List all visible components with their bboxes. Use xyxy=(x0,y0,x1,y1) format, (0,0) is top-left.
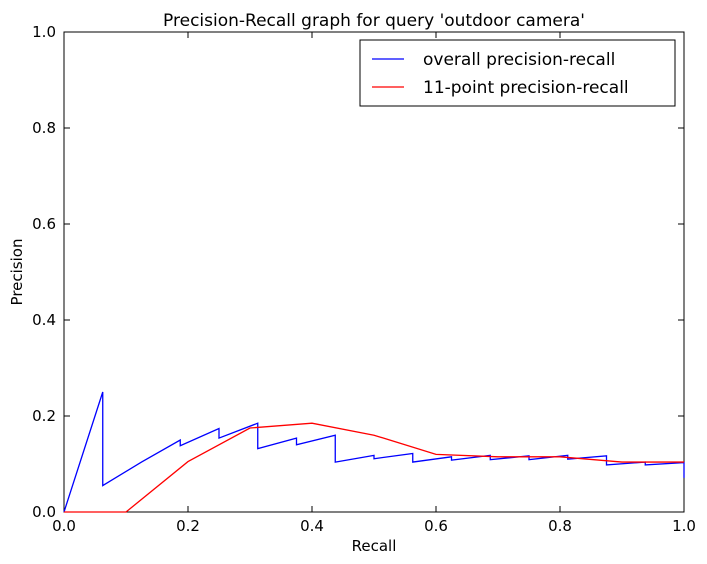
x-tick-labels: 0.0 0.2 0.4 0.6 0.8 1.0 xyxy=(52,517,696,535)
y-tick-label: 0.0 xyxy=(32,503,56,521)
x-tick-label: 0.6 xyxy=(424,517,448,535)
y-tick-label: 0.6 xyxy=(32,215,56,233)
x-tick-label: 0.8 xyxy=(548,517,572,535)
legend-label-overall: overall precision-recall xyxy=(423,50,615,70)
axes-frame xyxy=(63,31,685,513)
x-tick-label: 0.4 xyxy=(300,517,324,535)
y-tick-label: 0.8 xyxy=(32,119,56,137)
y-tick-label: 1.0 xyxy=(32,23,56,41)
y-tick-labels: 0.0 0.2 0.4 0.6 0.8 1.0 xyxy=(32,23,56,521)
x-tick-label: 1.0 xyxy=(672,517,696,535)
x-tick-label: 0.2 xyxy=(176,517,200,535)
series-line-overall xyxy=(63,391,685,513)
x-axis-label: Recall xyxy=(352,537,397,555)
y-tick-label: 0.4 xyxy=(32,311,56,329)
axis-ticks xyxy=(63,31,685,513)
x-tick-label: 0.0 xyxy=(52,517,76,535)
legend: overall precision-recall 11-point precis… xyxy=(359,39,676,107)
legend-label-11-point: 11-point precision-recall xyxy=(423,78,629,98)
chart-title: Precision-Recall graph for query 'outdoo… xyxy=(163,11,585,31)
y-tick-label: 0.2 xyxy=(32,407,56,425)
plot-area xyxy=(63,31,685,513)
series-line-11-point xyxy=(64,422,684,513)
series-lines xyxy=(63,391,685,513)
y-axis-label: Precision xyxy=(8,239,26,306)
legend-box xyxy=(359,39,676,107)
